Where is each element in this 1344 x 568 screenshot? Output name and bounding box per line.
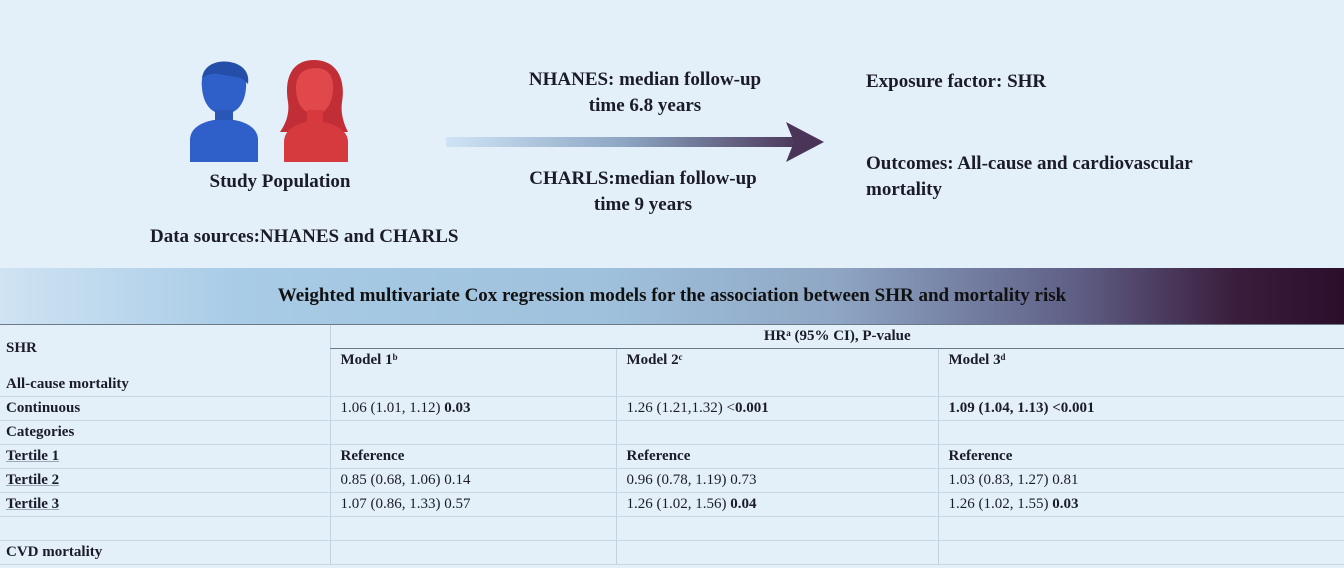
row-label: CVD mortality (0, 540, 330, 565)
row-label: Tertile 1 (0, 444, 330, 469)
table-row: Continuous 1.06 (1.01, 1.12) 0.03 1.26 (1.… (0, 396, 1344, 421)
model-2-cell: 1.26 (1.21,1.32) <0.001 (615, 396, 938, 421)
model-3-cell: 1.26 (1.02, 1.55) 0.03 (937, 492, 1344, 517)
model-2-cell (615, 372, 938, 397)
model-3-cell (937, 420, 1344, 445)
model-3-cell (937, 540, 1344, 565)
model-2-cell: 0.96 (0.78, 1.19) 0.73 (615, 468, 938, 493)
model-3-header: Model 3ᵈ (937, 348, 1344, 373)
row-label: All-cause mortality (0, 372, 330, 397)
cell-value-bold: Reference (948, 448, 1013, 464)
male-person-icon (190, 61, 258, 162)
model-2-cell (615, 516, 938, 541)
model-2-cell: 1.26 (1.02, 1.56) 0.04 (615, 492, 938, 517)
table-title-banner: Weighted multivariate Cox regression mod… (0, 268, 1344, 324)
cell-value-bold: 1.09 (1.04, 1.13) <0.001 (948, 400, 1095, 416)
table-row (0, 516, 1344, 541)
study-population-icon (190, 60, 348, 162)
model-header-row: Model 1ᵇ Model 2ᶜ Model 3ᵈ (0, 348, 1344, 373)
data-sources-label: Data sources:NHANES and CHARLS (150, 226, 459, 247)
table-header-row: SHR HRᵃ (95% CI), P-value (0, 324, 1344, 373)
model-2-cell: Reference (615, 444, 938, 469)
model-2-header: Model 2ᶜ (615, 348, 938, 373)
outcomes-line2: mortality (866, 179, 942, 200)
cell-value: 1.26 (1.02, 1.56) (626, 496, 731, 512)
row-label: Continuous (0, 396, 330, 421)
cell-value: 1.03 (0.83, 1.27) 0.81 (948, 472, 1079, 488)
charls-followup-line1: CHARLS:median follow-up (529, 168, 757, 189)
results-table-container: SHR HRᵃ (95% CI), P-value Model 1ᵇ Model… (0, 324, 1344, 568)
shr-column-header: SHR (0, 324, 330, 373)
model-1-cell: 1.06 (1.01, 1.12) 0.03 (329, 396, 616, 421)
arrow-right-icon (446, 122, 824, 162)
model-1-cell (329, 420, 616, 445)
table-row: All-cause mortality (0, 372, 1344, 397)
exposure-factor-label: Exposure factor: SHR (866, 71, 1047, 92)
table-row: Tertile 3 1.07 (0.86, 1.33) 0.57 1.26 (1.0… (0, 492, 1344, 517)
cell-value-bold: 0.04 (730, 496, 757, 512)
cell-value: 0.85 (0.68, 1.06) 0.14 (340, 472, 471, 488)
graphical-abstract-header: Study Population Data sources:NHANES and… (0, 0, 1344, 268)
female-person-icon (280, 60, 348, 162)
table-row: Categories (0, 420, 1344, 445)
model-1-header: Model 1ᵇ (329, 348, 616, 373)
nhanes-followup-line2: time 6.8 years (588, 95, 702, 116)
table-row: CVD mortality (0, 540, 1344, 565)
table-row: Tertile 1 Reference Reference Reference (0, 444, 1344, 469)
row-label: Tertile 2 (0, 468, 330, 493)
model-3-cell: 1.09 (1.04, 1.13) <0.001 (937, 396, 1344, 421)
model-2-cell (615, 540, 938, 565)
cell-value: 0.96 (0.78, 1.19) 0.73 (626, 472, 757, 488)
row-label (0, 516, 330, 541)
cell-value: 1.07 (0.86, 1.33) 0.57 (340, 496, 471, 512)
model-1-cell (329, 540, 616, 565)
cell-value: 1.06 (1.01, 1.12) (340, 400, 445, 416)
cell-value-bold: Reference (626, 448, 691, 464)
model-1-cell (329, 372, 616, 397)
table-body: All-cause mortality Continuous 1.06 (1.01,… (0, 372, 1344, 565)
study-population-label: Study Population (209, 171, 351, 192)
model-1-cell (329, 516, 616, 541)
outcomes-line1: Outcomes: All-cause and cardiovascular (866, 153, 1193, 174)
cox-regression-table: SHR HRᵃ (95% CI), P-value Model 1ᵇ Model… (0, 324, 1344, 565)
model-1-cell: 1.07 (0.86, 1.33) 0.57 (329, 492, 616, 517)
cell-value-bold: 0.001 (734, 400, 769, 416)
model-2-cell (615, 420, 938, 445)
cell-value-bold: 0.03 (444, 400, 471, 416)
table-row: Tertile 2 0.85 (0.68, 1.06) 0.14 0.96 (0.7… (0, 468, 1344, 493)
model-1-cell: 0.85 (0.68, 1.06) 0.14 (329, 468, 616, 493)
model-3-cell (937, 516, 1344, 541)
cell-value: 1.26 (1.21,1.32) < (626, 400, 735, 416)
row-label: Tertile 3 (0, 492, 330, 517)
model-3-cell (937, 372, 1344, 397)
table-title: Weighted multivariate Cox regression mod… (277, 285, 1067, 306)
model-3-cell: Reference (937, 444, 1344, 469)
cell-value: 1.26 (1.02, 1.55) (948, 496, 1053, 512)
nhanes-followup-line1: NHANES: median follow-up (528, 69, 762, 90)
model-1-cell: Reference (329, 444, 616, 469)
row-label: Categories (0, 420, 330, 445)
cell-value-bold: Reference (340, 448, 405, 464)
charls-followup-line2: time 9 years (593, 194, 693, 215)
model-3-cell: 1.03 (0.83, 1.27) 0.81 (937, 468, 1344, 493)
cell-value-bold: 0.03 (1052, 496, 1079, 512)
hr-group-header: HRᵃ (95% CI), P-value (329, 324, 1344, 349)
